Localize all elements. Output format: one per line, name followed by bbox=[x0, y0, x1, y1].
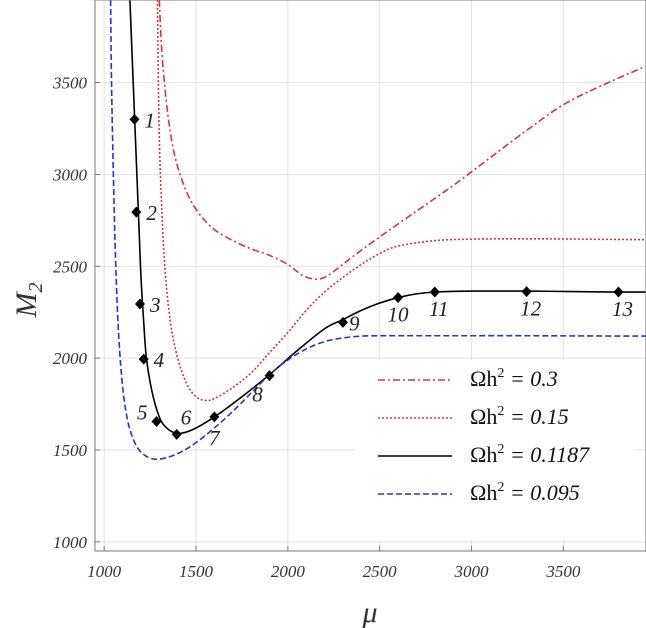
data-point-marker bbox=[171, 428, 182, 440]
y-tick-label: 2500 bbox=[53, 257, 88, 276]
legend-label: Ωh2 = 0.095 bbox=[470, 480, 580, 505]
point-label: 10 bbox=[388, 303, 410, 327]
point-label: 12 bbox=[520, 297, 542, 321]
point-label: 9 bbox=[349, 311, 360, 335]
data-point-marker bbox=[521, 286, 532, 298]
x-axis-title: μ bbox=[361, 596, 377, 628]
y-tick-label: 1500 bbox=[53, 441, 88, 460]
y-axis: 1000 1500 2000 2500 3000 3500 bbox=[52, 74, 100, 552]
point-label: 4 bbox=[154, 348, 165, 372]
grid bbox=[95, 0, 646, 551]
point-label: 8 bbox=[252, 383, 263, 407]
y-axis-title: M2 bbox=[10, 283, 47, 319]
y-tick-label: 2000 bbox=[53, 349, 88, 368]
series-omega-0-095 bbox=[109, 0, 646, 461]
data-point-marker bbox=[151, 416, 162, 428]
data-point-marker bbox=[209, 411, 220, 423]
x-axis: 1000 1500 2000 2500 3000 3500 bbox=[87, 546, 581, 581]
series-omega-0-15 bbox=[156, 0, 646, 402]
point-label: 11 bbox=[429, 297, 448, 321]
legend-label: Ωh2 = 0.15 bbox=[470, 404, 569, 429]
plot-frame bbox=[94, 0, 646, 552]
point-label: 2 bbox=[146, 201, 157, 225]
legend-box bbox=[355, 360, 635, 540]
data-point-marker bbox=[131, 206, 142, 218]
data-point-marker bbox=[138, 353, 149, 365]
x-tick-label: 3000 bbox=[454, 562, 490, 581]
data-point-marker bbox=[613, 286, 624, 298]
x-tick-label: 2000 bbox=[271, 562, 306, 581]
legend-label: Ωh2 = 0.3 bbox=[470, 366, 558, 391]
x-tick-label: 1500 bbox=[179, 562, 214, 581]
series-omega-0-3 bbox=[158, 0, 646, 281]
point-label: 3 bbox=[149, 293, 161, 317]
legend-label: Ωh2 = 0.1187 bbox=[470, 442, 590, 467]
y-tick-label: 1000 bbox=[53, 533, 88, 552]
data-point-marker bbox=[264, 370, 275, 382]
point-label: 5 bbox=[137, 401, 148, 425]
x-tick-label: 3500 bbox=[545, 562, 581, 581]
point-label: 1 bbox=[144, 108, 155, 132]
data-point-marker bbox=[429, 286, 440, 298]
y-tick-label: 3000 bbox=[52, 165, 88, 184]
point-label: 6 bbox=[181, 405, 192, 429]
data-point-marker bbox=[337, 316, 348, 328]
x-tick-label: 1000 bbox=[87, 562, 122, 581]
data-point-marker bbox=[134, 298, 145, 310]
y-tick-label: 3500 bbox=[52, 74, 88, 93]
data-point-marker bbox=[393, 292, 404, 304]
legend: Ωh2 = 0.3 Ωh2 = 0.15 Ωh2 = 0.1187 Ωh2 = 0.0… bbox=[355, 360, 635, 540]
point-label: 13 bbox=[612, 297, 633, 321]
point-label: 7 bbox=[209, 426, 221, 450]
x-tick-label: 2500 bbox=[363, 562, 398, 581]
data-point-marker bbox=[129, 113, 140, 125]
